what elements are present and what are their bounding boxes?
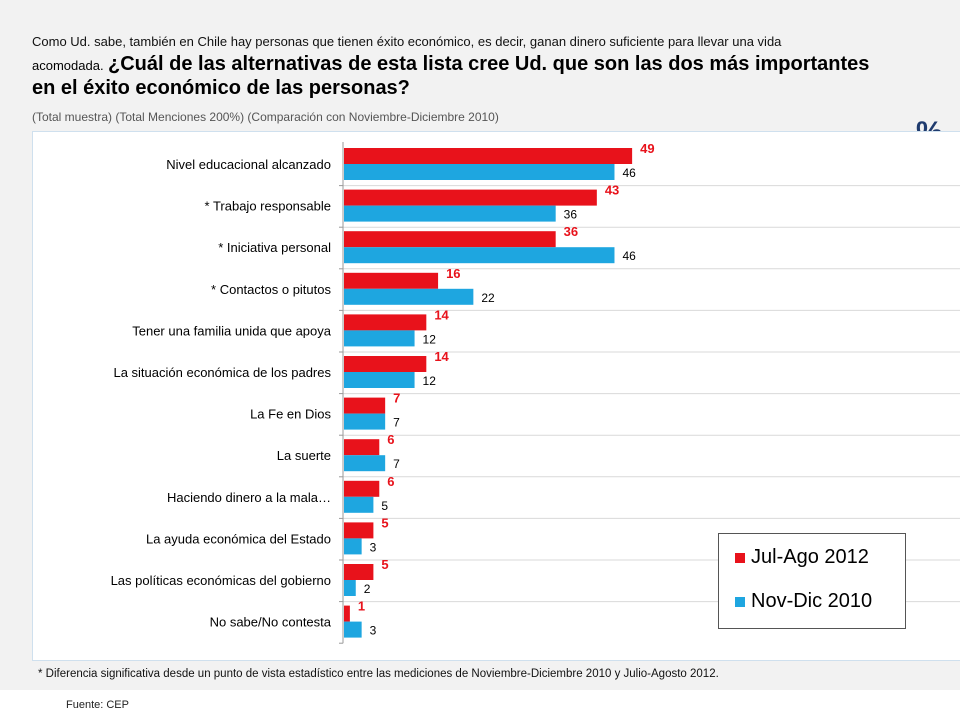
category-label: La ayuda económica del Estado [146, 531, 331, 546]
category-label: * Trabajo responsable [205, 199, 331, 214]
data-label: 46 [622, 249, 636, 263]
bar-jul-ago-2012 [344, 356, 427, 372]
data-label: 49 [640, 141, 654, 156]
bar-nov-dic-2010 [344, 621, 362, 638]
chart-panel: Nivel educacional alcanzado 49 46 * Trabajo… [32, 131, 960, 661]
category-label: Haciendo dinero a la mala… [167, 490, 331, 505]
intro-continuation: acomodada. [32, 58, 104, 73]
category-label: La situación económica de los padres [113, 365, 331, 380]
data-label: 5 [381, 557, 388, 572]
footnote: * Diferencia significativa desde un punt… [38, 668, 719, 680]
bar-jul-ago-2012 [344, 272, 439, 289]
data-label: 3 [370, 540, 377, 554]
bar-chart: Nivel educacional alcanzado 49 46 * Trabajo… [111, 141, 960, 644]
bar-nov-dic-2010 [344, 288, 474, 305]
category-label: Tener una familia unida que apoya [132, 323, 332, 338]
bar-nov-dic-2010 [344, 413, 386, 430]
category-label: * Iniciativa personal [218, 240, 331, 255]
legend-swatch-red [735, 552, 745, 563]
data-label: 2 [364, 582, 371, 596]
bar-jul-ago-2012 [344, 439, 380, 456]
bar-nov-dic-2010 [344, 538, 362, 555]
bar-nov-dic-2010 [344, 205, 556, 222]
data-label: 14 [434, 349, 449, 364]
data-label: 36 [564, 224, 578, 239]
question-title: ¿Cuál de las alternativas de esta lista … [108, 53, 870, 75]
data-label: 12 [423, 332, 437, 346]
data-label: 14 [434, 307, 449, 322]
category-label: La Fe en Dios [250, 407, 331, 422]
legend-label: Nov-Dic 2010 [751, 590, 873, 612]
data-label: 7 [393, 457, 400, 471]
data-label: 46 [622, 166, 636, 180]
bar-jul-ago-2012 [344, 522, 374, 539]
bar-nov-dic-2010 [344, 247, 615, 264]
chart-legend: Jul-Ago 2012 Nov-Dic 2010 [718, 533, 906, 629]
category-label: Nivel educacional alcanzado [166, 157, 331, 172]
bar-jul-ago-2012 [344, 189, 597, 206]
bar-jul-ago-2012 [344, 148, 633, 164]
bar-jul-ago-2012 [344, 564, 374, 580]
data-label: 6 [387, 432, 394, 447]
data-label: 43 [605, 183, 619, 198]
chart-subtitle: (Total muestra) (Total Menciones 200%) (… [32, 110, 499, 124]
data-label: 5 [381, 515, 388, 530]
data-label: 7 [393, 416, 400, 430]
source-text: Fuente: CEP [66, 699, 129, 711]
data-label: 36 [564, 208, 578, 222]
bar-nov-dic-2010 [344, 330, 415, 347]
bar-nov-dic-2010 [344, 164, 615, 180]
bar-nov-dic-2010 [344, 580, 356, 596]
question-line-2: en el éxito económico de las personas? [32, 77, 410, 99]
data-label: 3 [370, 624, 377, 638]
question-line-1: acomodada. ¿Cuál de las alternativas de … [32, 53, 869, 76]
bar-jul-ago-2012 [344, 397, 386, 414]
data-label: 5 [381, 499, 388, 513]
category-label: Las políticas económicas del gobierno [111, 573, 331, 588]
legend-item-series-1: Jul-Ago 2012 [735, 546, 869, 569]
bar-nov-dic-2010 [344, 496, 374, 513]
data-label: 7 [393, 391, 400, 406]
legend-swatch-blue [735, 596, 745, 607]
bar-nov-dic-2010 [344, 455, 386, 472]
data-label: 1 [358, 599, 365, 614]
data-label: 6 [387, 474, 394, 489]
bar-jul-ago-2012 [344, 480, 380, 497]
data-label: 12 [423, 374, 437, 388]
category-label: La suerte [277, 448, 331, 463]
bar-jul-ago-2012 [344, 605, 350, 622]
intro-text: Como Ud. sabe, también en Chile hay pers… [32, 34, 782, 49]
legend-item-series-2: Nov-Dic 2010 [735, 590, 872, 613]
legend-label: Jul-Ago 2012 [751, 546, 869, 568]
data-label: 22 [481, 291, 495, 305]
data-label: 16 [446, 266, 460, 281]
bar-jul-ago-2012 [344, 314, 427, 331]
bar-jul-ago-2012 [344, 231, 556, 248]
bar-nov-dic-2010 [344, 372, 415, 388]
category-label: No sabe/No contesta [210, 615, 332, 630]
category-label: * Contactos o pitutos [211, 282, 331, 297]
